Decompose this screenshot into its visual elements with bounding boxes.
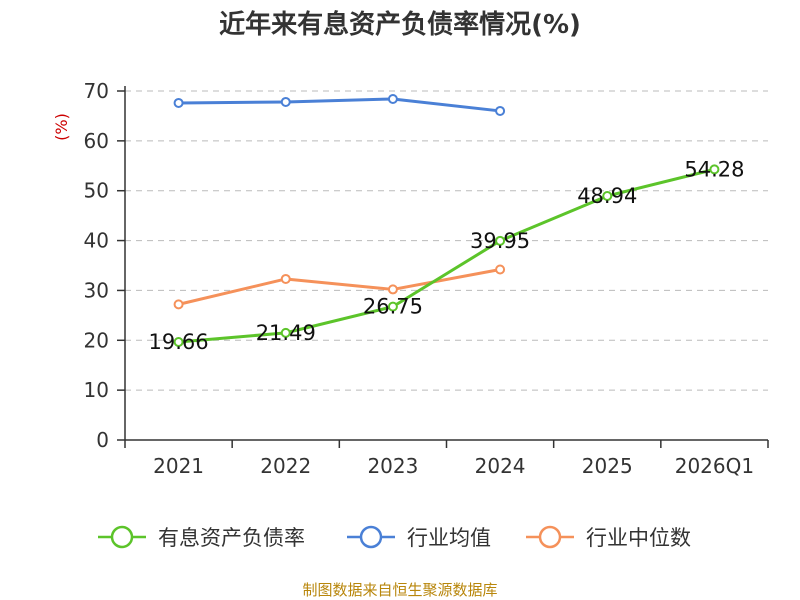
y-tick-label: 50 (84, 179, 109, 203)
data-label: 21.49 (256, 321, 316, 345)
data-point (387, 301, 398, 312)
data-point (280, 327, 291, 338)
x-tick-labels: 2021 2022 2023 2024 2025 2026Q1 (153, 454, 754, 478)
data-point (280, 96, 291, 107)
y-tick-label: 20 (84, 328, 109, 352)
y-tick-label: 60 (84, 129, 109, 153)
y-tick-label: 40 (84, 229, 109, 253)
data-point (495, 264, 506, 275)
data-label: 48.94 (577, 184, 637, 208)
y-tick-label: 70 (84, 79, 109, 103)
legend: 有息资产负债率 行业均值 行业中位数 (98, 525, 691, 550)
data-point (709, 164, 720, 175)
data-label: 54.28 (684, 157, 744, 181)
data-point (280, 273, 291, 284)
x-tick-label: 2026Q1 (675, 454, 754, 478)
data-point (495, 235, 506, 246)
data-label: 39.95 (470, 229, 530, 253)
legend-label: 行业中位数 (586, 526, 691, 550)
series-layer (173, 93, 720, 347)
y-axis-unit: (%) (52, 113, 71, 141)
legend-label: 有息资产负债率 (158, 526, 305, 550)
chart-title: 近年来有息资产负债率情况(%) (219, 9, 581, 40)
series-line (177, 97, 502, 113)
data-point (495, 105, 506, 116)
x-tick-label: 2024 (475, 454, 526, 478)
legend-label: 行业均值 (407, 526, 491, 550)
data-point (602, 190, 613, 201)
axes (117, 86, 769, 448)
y-tick-label: 0 (96, 428, 109, 452)
legend-swatch-marker (359, 525, 383, 549)
data-labels: 19.66 21.49 26.75 39.95 48.94 54.28 (149, 157, 745, 354)
data-label: 26.75 (363, 295, 423, 319)
series-line (177, 167, 716, 344)
data-point (173, 336, 184, 347)
y-tick-label: 30 (84, 278, 109, 302)
source-note: 制图数据来自恒生聚源数据库 (302, 581, 497, 599)
y-tick-labels: 0 10 20 30 40 50 60 70 (84, 79, 109, 452)
data-label: 19.66 (149, 330, 209, 354)
data-point (387, 284, 398, 295)
y-tick-label: 10 (84, 378, 109, 402)
series-line (177, 267, 502, 306)
x-tick-label: 2023 (367, 454, 418, 478)
grid-lines (125, 90, 768, 391)
x-tick-label: 2022 (260, 454, 311, 478)
data-point (387, 93, 398, 104)
legend-swatch-marker (110, 525, 134, 549)
data-point (173, 97, 184, 108)
legend-swatch-marker (538, 525, 562, 549)
x-tick-label: 2025 (582, 454, 633, 478)
data-point (173, 299, 184, 310)
x-tick-label: 2021 (153, 454, 204, 478)
